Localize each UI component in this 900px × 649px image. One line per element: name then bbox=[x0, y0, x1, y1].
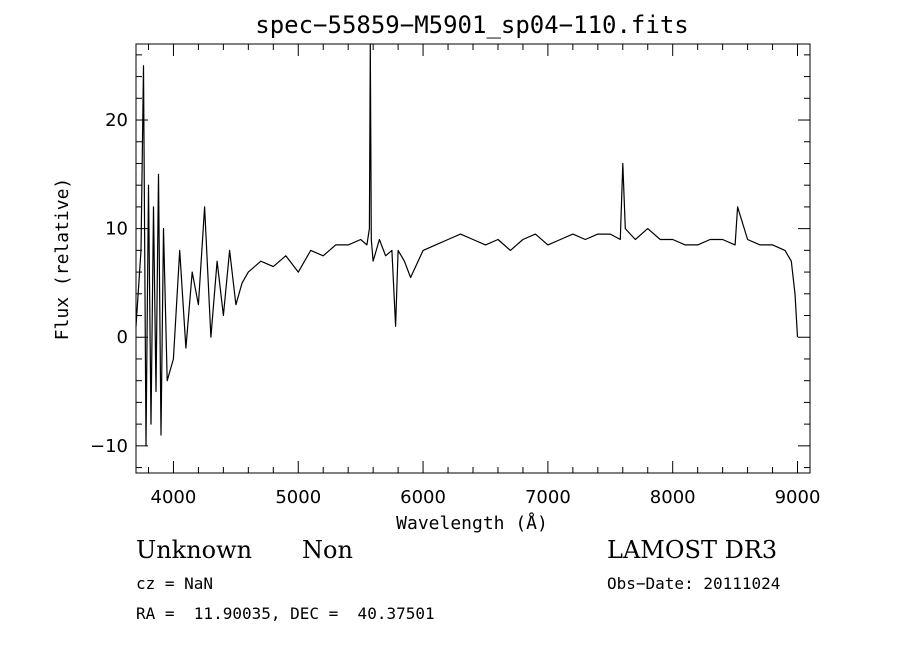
x-tick-label: 7000 bbox=[525, 487, 571, 508]
object-subclass: Non bbox=[302, 536, 353, 564]
axis-ticks bbox=[136, 44, 810, 473]
y-tick-label: 20 bbox=[105, 110, 128, 131]
plot-frame bbox=[135, 43, 811, 474]
spectrum-line bbox=[135, 43, 799, 447]
x-tick-label: 4000 bbox=[151, 487, 197, 508]
y-axis-label: Flux (relative) bbox=[52, 178, 73, 341]
x-tick-label: 5000 bbox=[275, 487, 321, 508]
chart-title: spec−55859−M5901_sp04−110.fits bbox=[255, 11, 688, 39]
x-tick-label: 8000 bbox=[650, 487, 696, 508]
y-tick-label: −10 bbox=[90, 436, 128, 457]
y-tick-label: 10 bbox=[105, 219, 128, 240]
tick-labels: 4000 5000 6000 7000 8000 9000 −10 0 10 20 bbox=[90, 110, 820, 508]
x-tick-label: 6000 bbox=[400, 487, 446, 508]
survey-label: LAMOST DR3 bbox=[607, 536, 778, 564]
obs-date-label: Obs−Date: 20111024 bbox=[607, 574, 781, 593]
x-tick-label: 9000 bbox=[775, 487, 821, 508]
x-axis-label: Wavelength (Å) bbox=[396, 512, 548, 534]
object-class: Unknown bbox=[136, 536, 253, 564]
redshift-label: cz = NaN bbox=[136, 574, 214, 593]
coordinates-label: RA = 11.90035, DEC = 40.37501 bbox=[136, 604, 435, 623]
y-tick-label: 0 bbox=[117, 327, 128, 348]
